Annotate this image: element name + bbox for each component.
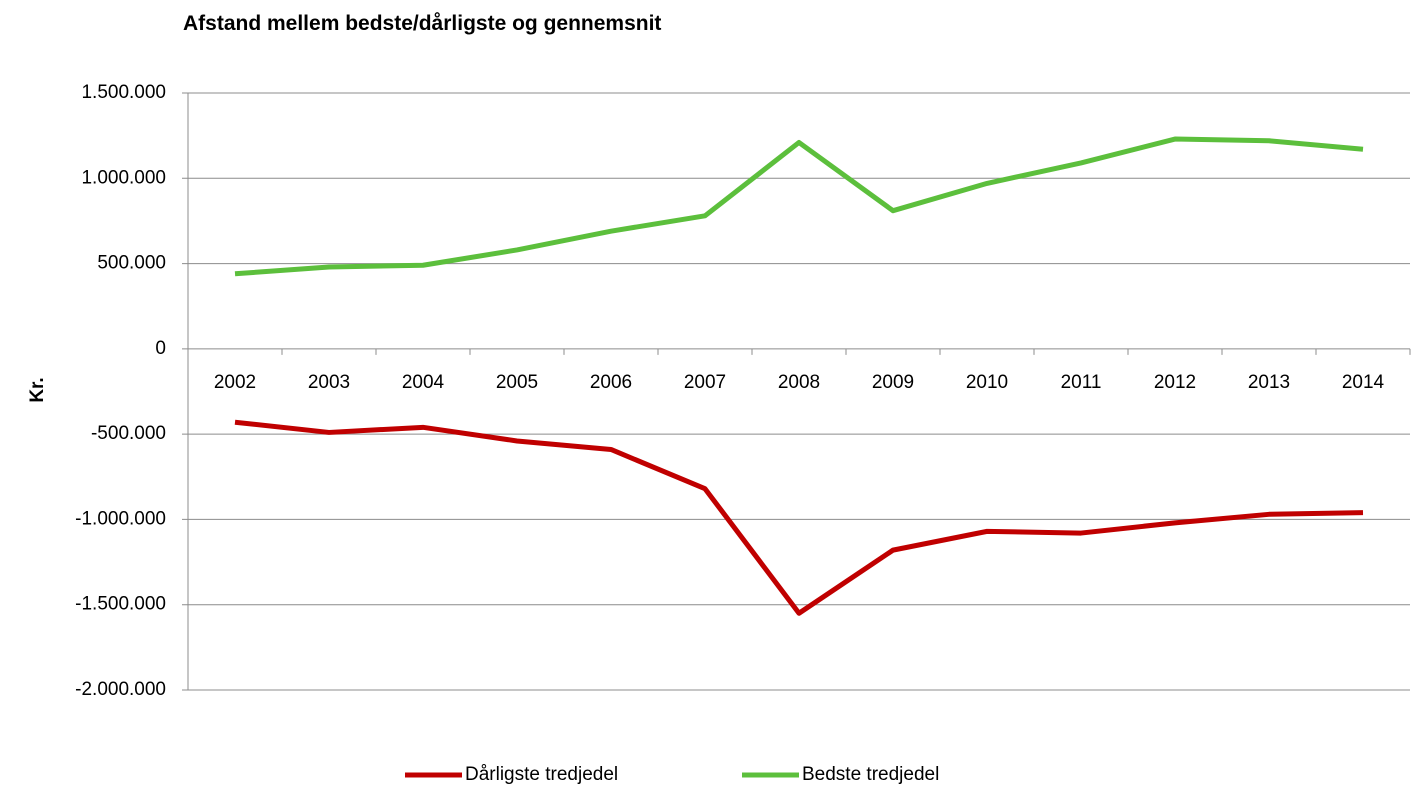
x-tick-label: 2007 xyxy=(684,372,726,393)
y-tick-label: -1.500.000 xyxy=(75,594,166,615)
y-tick-label: -500.000 xyxy=(91,423,166,444)
x-tick-label: 2013 xyxy=(1248,372,1290,393)
x-tick-label: 2008 xyxy=(778,372,820,393)
y-tick-label: 1.000.000 xyxy=(81,167,166,188)
x-tick-label: 2003 xyxy=(308,372,350,393)
x-tick-label: 2004 xyxy=(402,372,445,393)
series-line xyxy=(234,136,1364,277)
y-tick-label: -2.000.000 xyxy=(75,679,166,700)
x-tick-label: 2009 xyxy=(872,372,914,393)
legend-label: Bedste tredjedel xyxy=(802,764,939,785)
y-tick-label: 1.500.000 xyxy=(81,82,166,103)
x-tick-label: 2005 xyxy=(496,372,538,393)
chart-title: Afstand mellem bedste/dårligste og genne… xyxy=(183,12,661,35)
y-tick-label: 500.000 xyxy=(97,253,166,274)
y-axis-label: Kr. xyxy=(27,377,48,402)
x-tick-label: 2012 xyxy=(1154,372,1196,393)
legend-label: Dårligste tredjedel xyxy=(465,764,618,785)
x-tick-label: 2014 xyxy=(1342,372,1385,393)
series-line xyxy=(234,419,1364,616)
y-tick-label: 0 xyxy=(155,338,166,359)
x-tick-label: 2010 xyxy=(966,372,1008,393)
x-tick-label: 2002 xyxy=(214,372,256,393)
x-tick-label: 2006 xyxy=(590,372,632,393)
x-tick-label: 2011 xyxy=(1061,372,1102,393)
y-tick-label: -1.000.000 xyxy=(75,508,166,529)
